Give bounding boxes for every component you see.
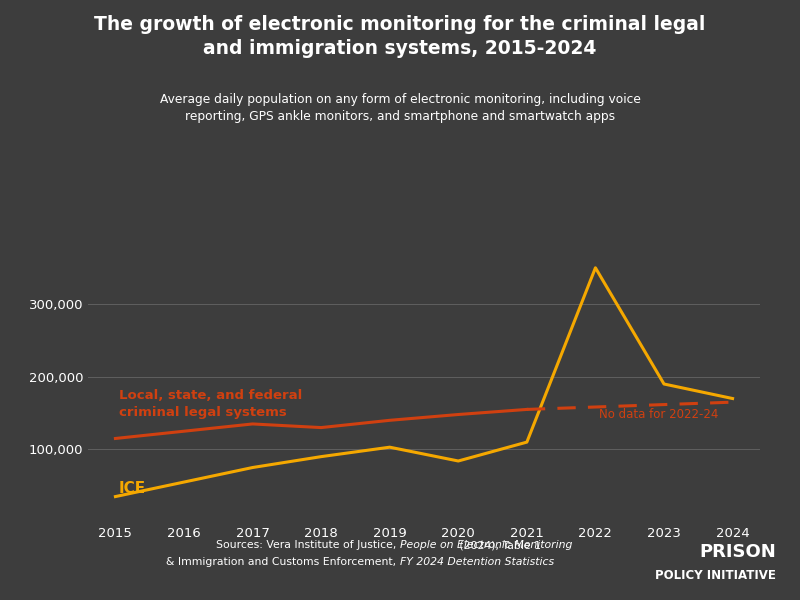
Text: & Immigration and Customs Enforcement,: & Immigration and Customs Enforcement,: [166, 557, 400, 567]
Text: FY 2024 Detention Statistics: FY 2024 Detention Statistics: [400, 557, 554, 567]
Text: Sources: Vera Institute of Justice,: Sources: Vera Institute of Justice,: [216, 540, 400, 550]
Text: Local, state, and federal
criminal legal systems: Local, state, and federal criminal legal…: [119, 389, 302, 419]
Text: PRISON: PRISON: [699, 543, 776, 561]
Text: People on Electronic Monitoring: People on Electronic Monitoring: [400, 540, 572, 550]
Text: ICE: ICE: [119, 481, 146, 496]
Text: Average daily population on any form of electronic monitoring, including voice
r: Average daily population on any form of …: [159, 93, 641, 123]
Text: No data for 2022-24: No data for 2022-24: [599, 408, 718, 421]
Text: The growth of electronic monitoring for the criminal legal
and immigration syste: The growth of electronic monitoring for …: [94, 15, 706, 58]
Text: POLICY INITIATIVE: POLICY INITIATIVE: [655, 569, 776, 582]
Text: (2024), Table 1: (2024), Table 1: [259, 540, 541, 550]
